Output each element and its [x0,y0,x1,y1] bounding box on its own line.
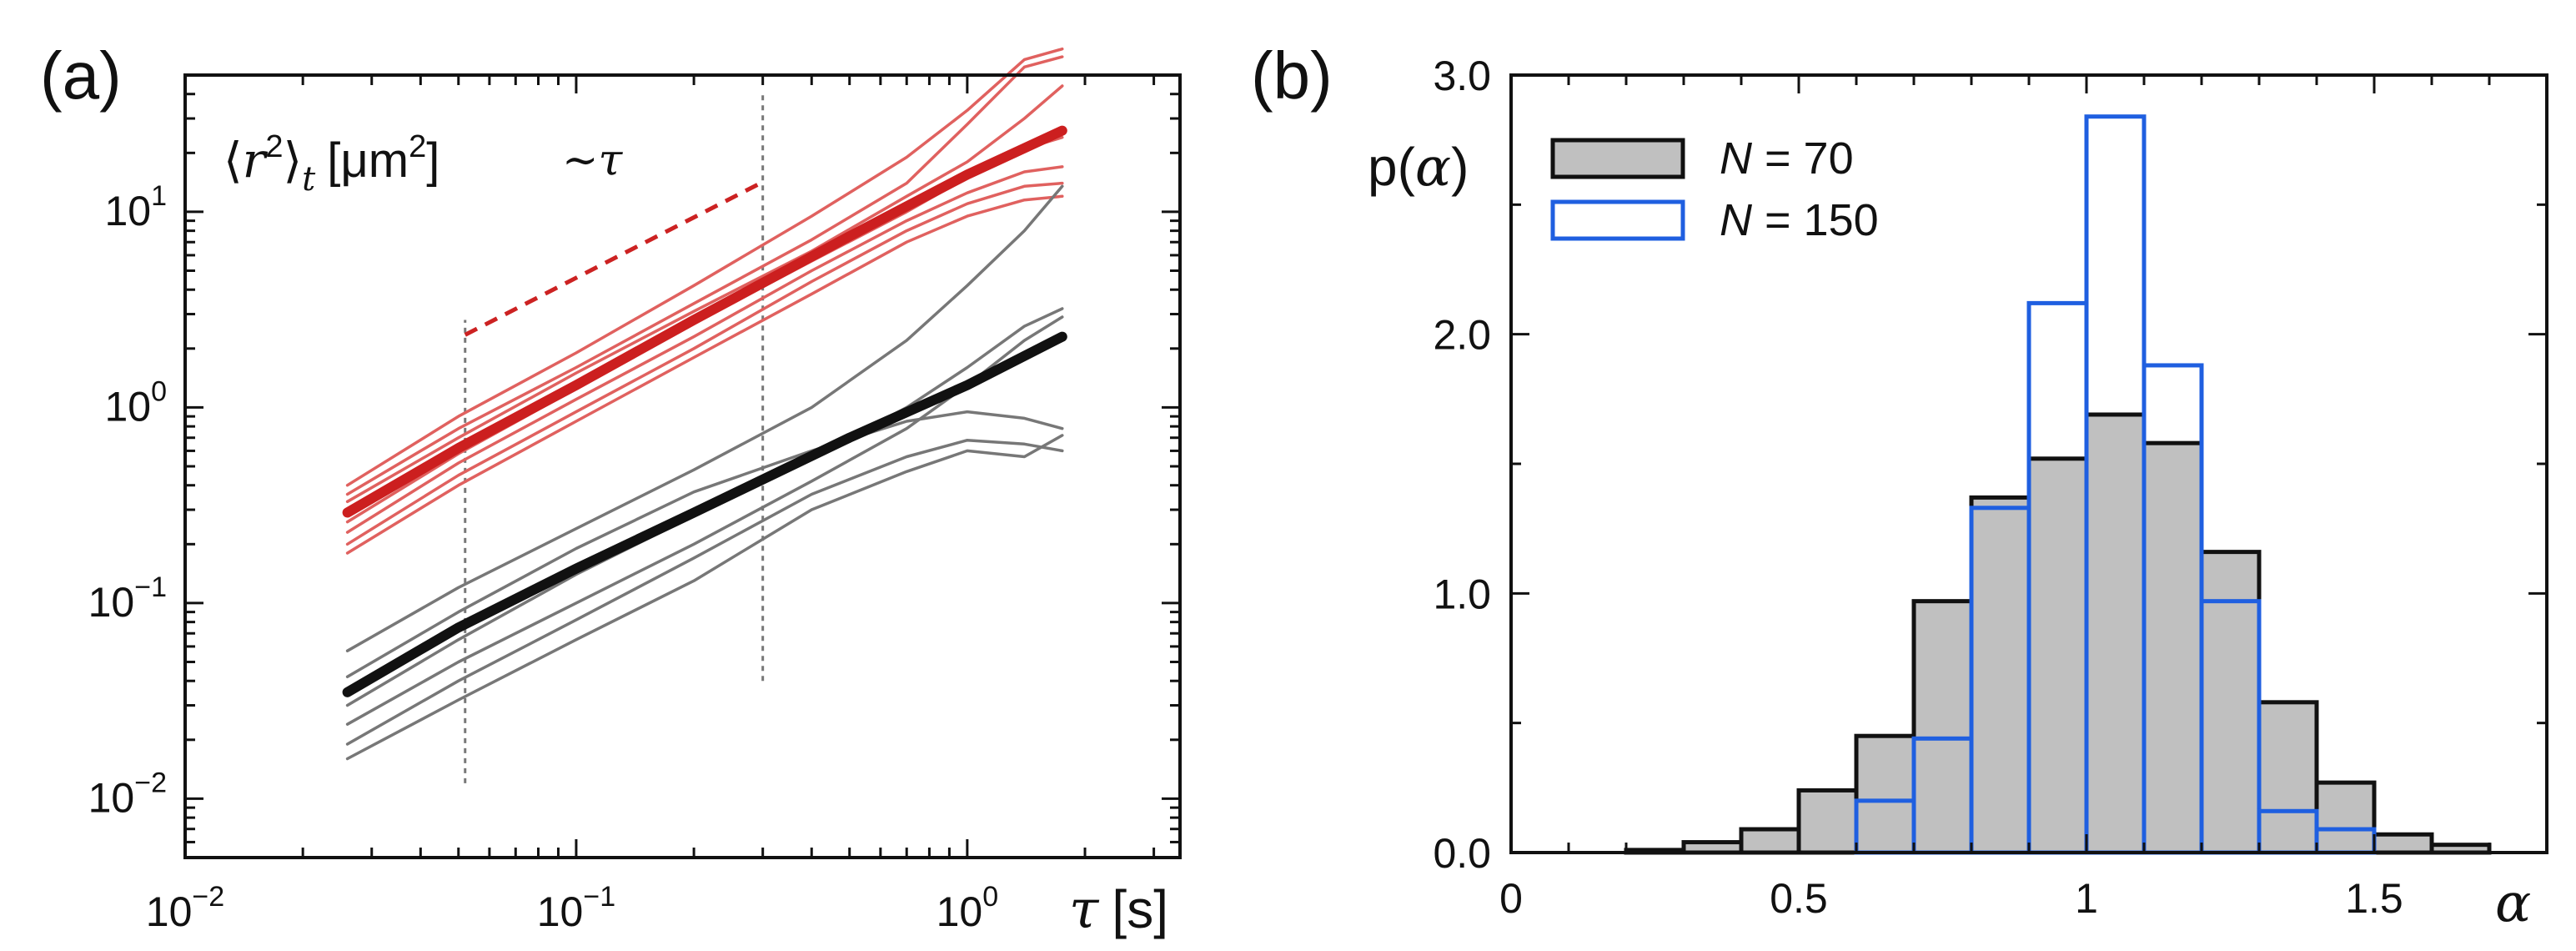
tau-slope-label: ∼τ [562,135,624,185]
red-trajectory-msd-line [345,181,1064,546]
x-tick-label: 0.5 [1770,875,1828,922]
y-tick-label: 0.0 [1433,830,1491,877]
tau-slope-guide-line [464,179,764,337]
x-tick-label: 100 [936,881,999,935]
panel-a-lines [342,47,1067,783]
n70-histogram-bar [2084,412,2147,855]
panel-a-x-axis-label: τ [s] [1069,879,1168,941]
n70-histogram-bar [2142,440,2204,855]
panel-b-x-axis-label: α [2495,873,2531,934]
panel-b-histogram: (b) 0 0.5 1 1.5 0.01.02.03.0 p(α) α N = 70N… [1251,38,2548,934]
n70-histogram-bar [2257,700,2319,855]
panel-a-y-axis-label: ⟨r2⟩t [μm2] [223,129,439,199]
legend-entry-n70: N = 70 [1550,133,1854,184]
red-trajectory-msd-line [345,165,1064,534]
panel-b-y-axis-label: p(α) [1368,137,1469,199]
legend-swatch [1550,138,1685,179]
panel-a-y-ticks: 10−2 10−1 100 101 [88,73,1180,859]
y-tick-label: 100 [104,375,167,430]
black-trajectory-msd-line [345,184,1064,652]
legend-label: N = 150 [1720,195,1879,245]
x-tick-label: 0 [1499,875,1523,922]
red-trajectory-msd-line [345,47,1064,487]
x-tick-label: 1 [2075,875,2098,922]
legend-label: N = 70 [1720,133,1854,184]
n70-histogram-bar [1969,495,2031,855]
black-trajectory-msd-line [345,434,1064,761]
n70-histogram-bar [2026,456,2089,855]
x-tick-label: 10−2 [146,881,224,935]
y-tick-label: 3.0 [1433,53,1491,99]
panel-a-msd-plot: (a) ∼τ 10−2 10−1 100 10−2 10−1 100 101 ⟨r2⟩t[… [40,38,1182,941]
red-trajectory-msd-line [345,84,1064,504]
n70-histogram-bar [1854,733,1916,855]
panel-b-label: (b) [1251,38,1333,113]
n70-histogram-bar [1911,599,1974,855]
panel-a-label: (a) [40,38,122,113]
black-trajectory-msd-line [345,438,1064,746]
red-trajectory-msd-line [345,55,1064,496]
x-tick-label: 1.5 [2345,875,2403,922]
y-tick-label: 101 [104,180,167,234]
n70-histogram-bar [1796,787,1859,855]
black-trajectory-msd-line [345,315,1064,726]
y-tick-label: 10−1 [88,571,167,626]
x-tick-label: 10−1 [537,881,615,935]
n70-histogram-bar [1739,827,1801,855]
y-tick-label: 1.0 [1433,571,1491,617]
black-mean-msd-line [342,331,1067,697]
n70-histogram-bar [2199,550,2262,855]
panel-b-y-ticks: 0.0 1.0 2.0 3.0 [1433,53,2547,877]
n70-histogram-bar [2314,780,2377,855]
panel-b-x-ticks: 0 0.5 1 1.5 [1499,75,2548,922]
red-trajectory-msd-line [345,194,1064,555]
panel-a-x-ticks: 10−2 10−1 100 [146,75,1156,935]
y-tick-label: 10−2 [88,767,167,821]
n70-histogram-bar [2372,832,2434,855]
red-mean-msd-line [342,125,1067,518]
panel-a-frame [183,73,1182,859]
panel-b-legend: N = 70 N = 150 [1550,133,1879,245]
legend-swatch [1550,199,1685,241]
legend-entry-n150: N = 150 [1550,195,1879,245]
y-tick-label: 2.0 [1433,312,1491,359]
